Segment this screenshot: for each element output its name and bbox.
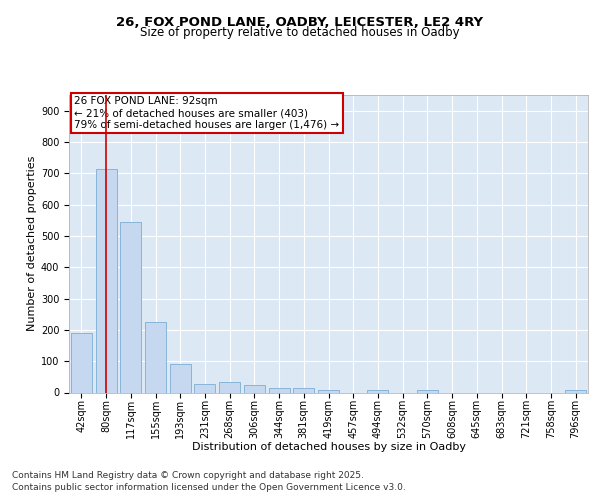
Bar (120, 222, 141, 392)
Text: 26, FOX POND LANE, OADBY, LEICESTER, LE2 4RY: 26, FOX POND LANE, OADBY, LEICESTER, LE2… (116, 16, 484, 29)
Bar (244, 385, 265, 392)
Bar (145, 322, 166, 392)
Bar (293, 388, 314, 392)
Bar (318, 390, 339, 392)
Bar (170, 364, 191, 392)
Bar (95, 168, 116, 392)
Text: Contains HM Land Registry data © Crown copyright and database right 2025.: Contains HM Land Registry data © Crown c… (12, 471, 364, 480)
X-axis label: Distribution of detached houses by size in Oadby: Distribution of detached houses by size … (191, 442, 466, 452)
Bar (71, 333, 92, 392)
Text: Contains public sector information licensed under the Open Government Licence v3: Contains public sector information licen… (12, 484, 406, 492)
Bar (194, 384, 215, 392)
Y-axis label: Number of detached properties: Number of detached properties (26, 156, 37, 332)
Bar (565, 390, 586, 392)
Bar (417, 390, 438, 392)
Bar (269, 388, 290, 392)
Bar (219, 382, 240, 392)
Text: 26 FOX POND LANE: 92sqm
← 21% of detached houses are smaller (403)
79% of semi-d: 26 FOX POND LANE: 92sqm ← 21% of detache… (74, 96, 340, 130)
Bar (367, 390, 388, 392)
Text: Size of property relative to detached houses in Oadby: Size of property relative to detached ho… (140, 26, 460, 39)
